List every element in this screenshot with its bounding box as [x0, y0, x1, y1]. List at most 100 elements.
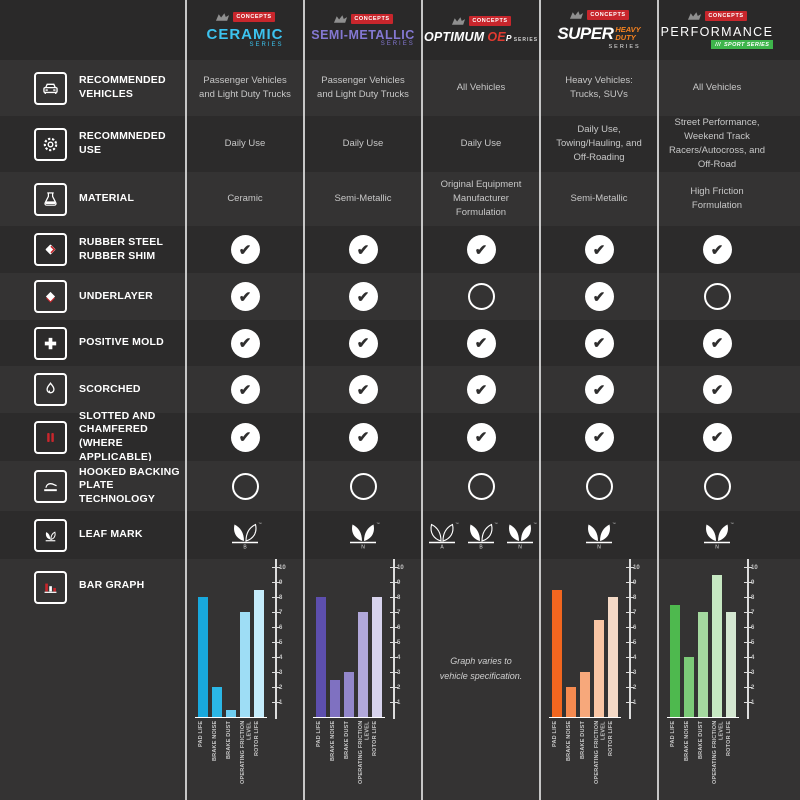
y-tick: 10	[744, 565, 758, 571]
check-indicator	[467, 283, 495, 310]
r1-concepts-logo: CONCEPTS	[215, 12, 275, 22]
bar-chart-icon	[34, 571, 67, 604]
bar-operating-friction-level	[240, 612, 250, 717]
cell-vehicles-super-heavy-duty: Heavy Vehicles: Trucks, SUVs	[539, 60, 657, 116]
svg-text:™: ™	[258, 522, 262, 526]
cell-chart-super-heavy-duty: 1 2 3 4 5 6 7 8 9 10 PAD LIFE BRAKE NOISE BRAKE DUST…	[539, 559, 657, 800]
bar-chart-performance: 1 2 3 4 5 6 7 8 9 10 PAD LIFE BRAKE NOISE BRAKE DUST…	[667, 559, 767, 795]
cell-chart-semi-metallic: 1 2 3 4 5 6 7 8 9 10 PAD LIFE BRAKE NOISE BRAKE DUST…	[303, 559, 421, 800]
leaf-mark-B: B ™	[232, 522, 262, 551]
series-sub: SERIES	[249, 42, 284, 48]
y-tick: 4	[626, 655, 636, 661]
cell-scorched-ceramic: ✔	[185, 366, 303, 413]
cell-shim-optimum-oep: ✔	[421, 226, 539, 273]
series-title-super-heavy-duty: SUPER HEAVY DUTY SERIES	[557, 24, 640, 50]
bar-pad-life	[316, 597, 326, 717]
svg-text:™: ™	[376, 522, 380, 526]
cell-hooked-super-heavy-duty	[539, 461, 657, 511]
cell-leafmark-ceramic: B ™	[185, 511, 303, 559]
r1-concepts-logo: CONCEPTS	[569, 10, 629, 20]
svg-text:N: N	[597, 545, 601, 551]
series-name: SEMI-METALLIC	[311, 27, 415, 42]
y-tick: 1	[626, 700, 636, 706]
x-axis-labels: PAD LIFE BRAKE NOISE BRAKE DUST OPERATING F…	[313, 721, 413, 795]
cell-scorched-performance: ✔	[657, 366, 775, 413]
header-row: CONCEPTS CERAMIC SERIES CONCEPTS SEMI-MET…	[0, 0, 800, 60]
y-tick: 4	[744, 655, 754, 661]
y-tick: 1	[744, 700, 754, 706]
x-axis-label: BRAKE NOISE	[566, 721, 572, 762]
row-underlayer: UNDERLAYER ✔ ✔ ✔	[0, 273, 800, 320]
x-axis-label: BRAKE DUST	[226, 721, 232, 760]
check-indicator: ✔	[466, 235, 496, 264]
y-tick: 1	[390, 700, 400, 706]
svg-text:™: ™	[730, 522, 734, 526]
bar-chart-semi-metallic: 1 2 3 4 5 6 7 8 9 10 PAD LIFE BRAKE NOISE BRAKE DUST…	[313, 559, 413, 795]
y-tick: 9	[390, 580, 400, 586]
x-axis-label: OPERATING FRICTION LEVEL	[358, 721, 371, 785]
cell-slotted-super-heavy-duty: ✔	[539, 413, 657, 461]
y-tick: 2	[272, 685, 282, 691]
cell-material-performance: High Friction Formulation	[657, 172, 775, 226]
brand-label: CONCEPTS	[469, 16, 511, 26]
sport-series-badge: ///SPORT SERIES	[711, 40, 774, 49]
bar-pad-life	[552, 589, 562, 717]
gear-icon	[34, 127, 67, 161]
svg-text:™: ™	[533, 522, 537, 526]
row-leaf-mark: LEAF MARK B ™ N ™ A ™ B ™ N ™	[0, 511, 800, 559]
check-indicator: ✔	[702, 375, 732, 404]
cell-slotted-semi-metallic: ✔	[303, 413, 421, 461]
cell-scorched-super-heavy-duty: ✔	[539, 366, 657, 413]
row-recommended-use: RECOMMNEDED USE Daily Use Daily Use Dail…	[0, 116, 800, 172]
bar-chart-super-heavy-duty: 1 2 3 4 5 6 7 8 9 10 PAD LIFE BRAKE NOISE BRAKE DUST…	[549, 559, 649, 795]
check-indicator: ✔	[230, 375, 260, 404]
check-indicator: ✔	[230, 422, 260, 452]
y-tick: 5	[626, 640, 636, 646]
cell-chart-performance: 1 2 3 4 5 6 7 8 9 10 PAD LIFE BRAKE NOISE BRAKE DUST…	[657, 559, 775, 800]
row-label-positive-mold: POSITIVE MOLD	[0, 320, 185, 366]
x-axis-label: ROTOR LIFE	[726, 721, 732, 757]
cell-underlayer-semi-metallic: ✔	[303, 273, 421, 320]
series-name: PERFORMANCE	[660, 25, 774, 39]
cell-use-ceramic: Daily Use	[185, 116, 303, 172]
row-label-hooked-backing-plate: HOOKED BACKING PLATE TECHNOLOGY	[0, 461, 185, 511]
cell-mold-ceramic: ✔	[185, 320, 303, 366]
check-indicator	[703, 283, 731, 310]
flask-icon	[34, 182, 67, 216]
y-tick: 4	[390, 655, 400, 661]
svg-text:N: N	[518, 545, 522, 551]
cell-shim-super-heavy-duty: ✔	[539, 226, 657, 273]
series-name: SUPER	[557, 24, 614, 43]
leaf-marks: A ™ B ™ N ™	[424, 519, 538, 551]
y-tick: 2	[390, 685, 400, 691]
brand-label: CONCEPTS	[705, 11, 747, 21]
x-axis-label: PAD LIFE	[316, 721, 322, 748]
row-positive-mold: POSITIVE MOLD ✔ ✔ ✔ ✔ ✔	[0, 320, 800, 366]
leaf-mark-B: B ™	[468, 522, 498, 551]
check-indicator: ✔	[466, 328, 496, 358]
cell-shim-performance: ✔	[657, 226, 775, 273]
cell-use-optimum-oep: Daily Use	[421, 116, 539, 172]
r1-logo-glyph	[570, 11, 584, 19]
leaf-mark-N: N ™	[350, 522, 380, 551]
y-tick: 10	[390, 565, 404, 571]
cell-leafmark-super-heavy-duty: N ™	[539, 511, 657, 559]
cell-material-semi-metallic: Semi-Metallic	[303, 172, 421, 226]
y-tick: 7	[744, 610, 754, 616]
check-indicator: ✔	[466, 422, 496, 452]
x-axis-label: BRAKE NOISE	[684, 721, 690, 762]
svg-text:™: ™	[494, 522, 498, 526]
leaf-mark-N: N ™	[586, 522, 616, 551]
row-label-bar-graph: BAR GRAPH	[0, 559, 185, 800]
x-axis-label: ROTOR LIFE	[372, 721, 378, 757]
underlayer-icon	[34, 280, 67, 313]
y-tick: 2	[744, 685, 754, 691]
cell-scorched-optimum-oep: ✔	[421, 366, 539, 413]
cell-use-semi-metallic: Daily Use	[303, 116, 421, 172]
leaf-marks: N ™	[699, 519, 735, 551]
x-axis-labels: PAD LIFE BRAKE NOISE BRAKE DUST OPERATING F…	[195, 721, 295, 795]
column-header-performance: CONCEPTS PERFORMANCE///SPORT SERIES	[657, 0, 775, 60]
bar-brake-noise	[566, 687, 576, 717]
cell-leafmark-semi-metallic: N ™	[303, 511, 421, 559]
cell-mold-semi-metallic: ✔	[303, 320, 421, 366]
